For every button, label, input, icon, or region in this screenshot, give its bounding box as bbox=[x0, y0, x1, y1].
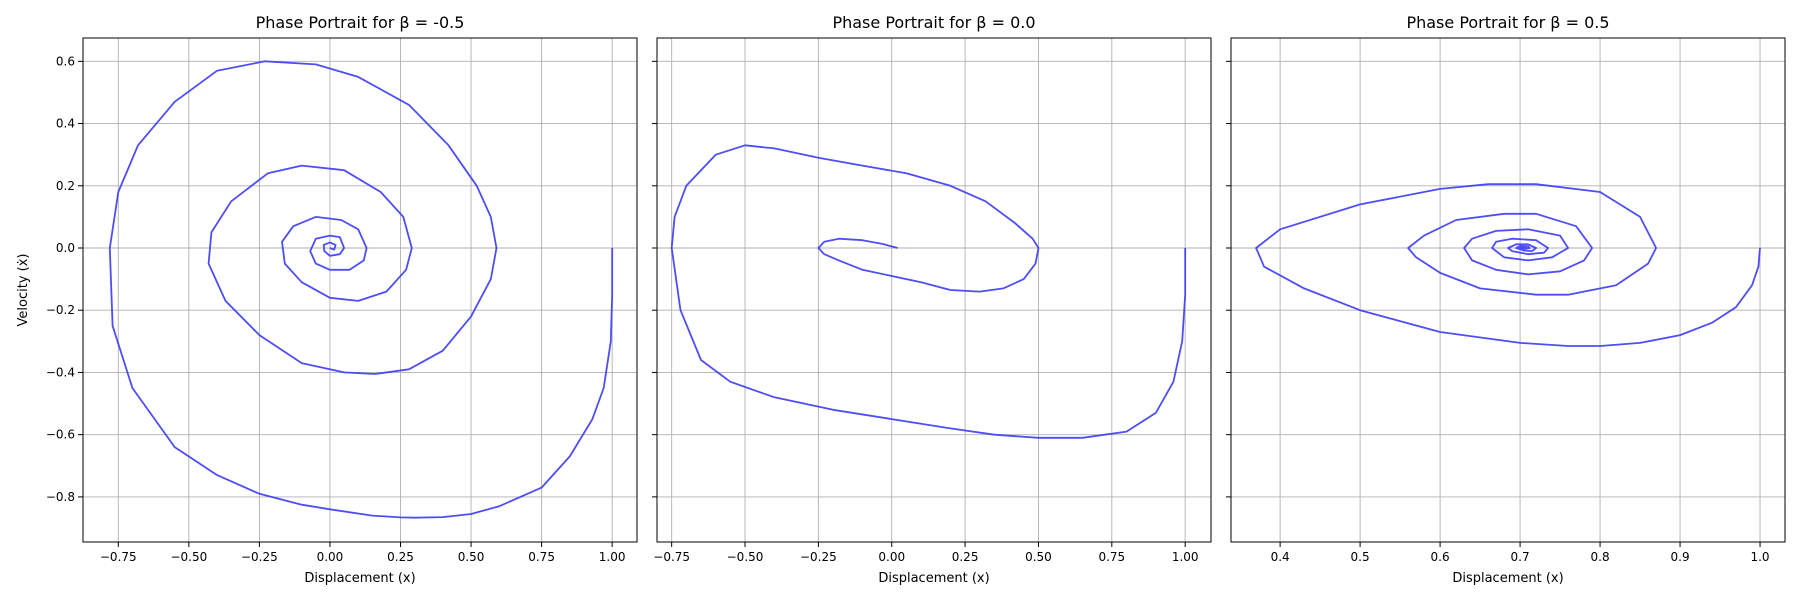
x-tick-label: 0.7 bbox=[1511, 550, 1530, 564]
x-tick-label: 0.25 bbox=[952, 550, 979, 564]
trajectory-line bbox=[108, 60, 614, 519]
x-tick-label: 0.6 bbox=[1431, 550, 1450, 564]
axes-frame bbox=[1230, 37, 1786, 543]
x-tick-label: 0.8 bbox=[1591, 550, 1610, 564]
x-tick-label: 0.25 bbox=[387, 550, 414, 564]
y-tick-label: −0.2 bbox=[46, 303, 75, 317]
x-tick-label: 0.9 bbox=[1671, 550, 1690, 564]
axes-frame bbox=[656, 37, 1212, 543]
subplot-title: Phase Portrait for β = -0.5 bbox=[256, 13, 465, 32]
x-tick-label: 0.00 bbox=[317, 550, 344, 564]
x-tick-label: 0.50 bbox=[1025, 550, 1052, 564]
x-tick-label: −0.25 bbox=[800, 550, 837, 564]
x-axis-label: Displacement (x) bbox=[304, 571, 415, 586]
x-tick-label: 0.00 bbox=[878, 550, 905, 564]
subplot-title: Phase Portrait for β = 0.5 bbox=[1406, 13, 1609, 32]
y-tick-label: −0.4 bbox=[46, 365, 75, 379]
subplot-3: 0.4 0.5 0.6 0.7 0.8 0.9 1.0 Phase Portrait for … bbox=[1226, 13, 1786, 586]
y-tick-label: 0.6 bbox=[56, 54, 75, 68]
x-axis-label: Displacement (x) bbox=[878, 571, 989, 586]
y-tick-label: 0.2 bbox=[56, 179, 75, 193]
x-tick-label: −0.75 bbox=[100, 550, 137, 564]
x-tick-label: −0.50 bbox=[727, 550, 764, 564]
x-tick-label: −0.75 bbox=[653, 550, 690, 564]
x-tick-label: −0.25 bbox=[241, 550, 278, 564]
x-tick-label: −0.50 bbox=[170, 550, 207, 564]
x-tick-label: 1.00 bbox=[599, 550, 626, 564]
x-tick-label: 1.0 bbox=[1750, 550, 1769, 564]
axes-frame bbox=[82, 37, 638, 543]
y-tick-label: 0.4 bbox=[56, 117, 75, 131]
subplot-1: −0.75 −0.50 −0.25 0.00 0.25 0.50 0.75 1.00 −0.8 −… bbox=[16, 13, 638, 586]
x-tick-label: 0.50 bbox=[458, 550, 485, 564]
y-tick-label: −0.6 bbox=[46, 428, 75, 442]
y-tick-label: 0.0 bbox=[56, 241, 75, 255]
x-tick-label: 0.75 bbox=[1098, 550, 1125, 564]
y-tick-label: −0.8 bbox=[46, 490, 75, 504]
trajectory-line bbox=[1255, 183, 1761, 347]
x-tick-label: 1.00 bbox=[1172, 550, 1199, 564]
trajectory-line bbox=[670, 144, 1187, 439]
subplot-2: −0.75 −0.50 −0.25 0.00 0.25 0.50 0.75 1.00 Phase… bbox=[652, 13, 1212, 586]
x-axis-label: Displacement (x) bbox=[1452, 571, 1563, 586]
subplot-title: Phase Portrait for β = 0.0 bbox=[832, 13, 1035, 32]
y-axis-label: Velocity (ẋ) bbox=[16, 254, 31, 327]
x-tick-label: 0.4 bbox=[1271, 550, 1290, 564]
x-tick-label: 0.5 bbox=[1351, 550, 1370, 564]
x-tick-label: 0.75 bbox=[528, 550, 555, 564]
